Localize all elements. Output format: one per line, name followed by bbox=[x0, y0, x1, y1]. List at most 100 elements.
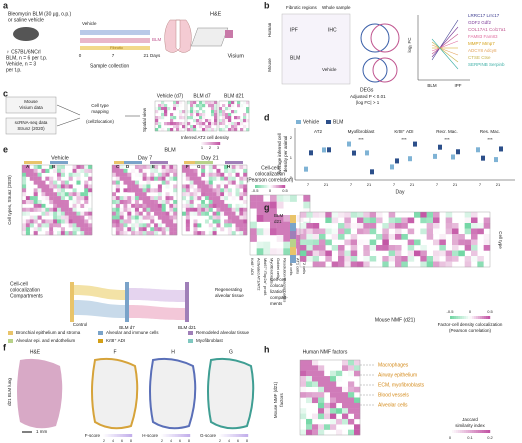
heatmap-cell bbox=[165, 184, 170, 189]
heatmap-cell bbox=[239, 231, 244, 236]
heatmap-cell bbox=[187, 110, 191, 114]
tick-label: 2 bbox=[103, 439, 105, 443]
heatmap-cell bbox=[243, 200, 248, 205]
label: BLM d7 bbox=[193, 93, 210, 99]
heatmap-cell bbox=[119, 231, 124, 236]
heatmap-cell bbox=[303, 195, 311, 202]
label: Krt8⁺ ADI bbox=[250, 258, 255, 275]
heatmap-cell bbox=[165, 211, 170, 216]
heatmap-cell bbox=[123, 203, 128, 208]
heatmap-cell bbox=[420, 217, 427, 224]
heatmap-cell bbox=[433, 256, 440, 262]
colorbar bbox=[472, 430, 475, 433]
heatmap-cell bbox=[197, 207, 202, 212]
heatmap-cell bbox=[161, 107, 165, 111]
colorbar bbox=[203, 142, 205, 145]
heatmap-cell bbox=[22, 223, 27, 228]
label: Cell type bbox=[498, 231, 503, 249]
heatmap-cell bbox=[161, 207, 166, 212]
heatmap-cell bbox=[458, 239, 465, 246]
colorbar bbox=[106, 434, 109, 437]
heatmap-cell bbox=[342, 413, 349, 420]
heatmap-cell bbox=[142, 207, 147, 212]
label: or saline vehicle bbox=[8, 17, 44, 23]
heatmap-cell bbox=[88, 211, 93, 216]
heatmap-cell bbox=[205, 125, 209, 129]
heatmap-cell bbox=[401, 217, 408, 224]
heatmap-cell bbox=[189, 192, 194, 197]
heatmap-cell bbox=[182, 110, 186, 114]
heatmap-cell bbox=[401, 261, 408, 268]
colorbar bbox=[470, 316, 473, 319]
heatmap-cell bbox=[150, 227, 155, 232]
heatmap-cell bbox=[283, 221, 291, 229]
heatmap-cell bbox=[344, 212, 351, 218]
label: Regenerating bbox=[215, 287, 243, 292]
box bbox=[494, 157, 498, 163]
compartment-bar bbox=[290, 247, 296, 255]
heatmap-cell bbox=[246, 101, 250, 105]
heatmap-cell bbox=[231, 168, 236, 173]
heatmap-cell bbox=[119, 176, 124, 181]
heatmap-cell bbox=[220, 176, 225, 181]
heatmap-cell bbox=[115, 219, 120, 224]
label: Strunz (2020) bbox=[17, 126, 45, 131]
heatmap-cell bbox=[64, 207, 69, 212]
heatmap-cell bbox=[382, 223, 389, 229]
heatmap-cell bbox=[161, 113, 165, 117]
heatmap-cell bbox=[154, 227, 159, 232]
label: Spatial view bbox=[142, 107, 147, 132]
heatmap-cell bbox=[348, 392, 355, 398]
colorbar bbox=[108, 434, 110, 437]
heatmap-cell bbox=[420, 250, 427, 257]
heatmap-cell bbox=[164, 107, 168, 111]
heatmap-cell bbox=[173, 172, 178, 177]
heatmap-cell bbox=[231, 176, 236, 181]
heatmap-cell bbox=[189, 176, 194, 181]
heatmap-cell bbox=[161, 219, 166, 224]
heatmap-cell bbox=[222, 122, 226, 126]
label: AT1 cells bbox=[295, 258, 300, 274]
heatmap-cell bbox=[202, 101, 206, 105]
heatmap-cell bbox=[179, 122, 183, 126]
heatmap-cell bbox=[433, 223, 440, 229]
heatmap-cell bbox=[464, 239, 472, 246]
heatmap-cell bbox=[250, 221, 257, 229]
heatmap-cell bbox=[227, 211, 232, 216]
heatmap-cell bbox=[464, 228, 472, 235]
box bbox=[413, 141, 417, 147]
heatmap-cell bbox=[146, 223, 151, 228]
heatmap-cell bbox=[60, 188, 65, 193]
heatmap-cell bbox=[157, 203, 162, 208]
heatmap-cell bbox=[464, 212, 472, 218]
heatmap-cell bbox=[112, 180, 117, 185]
heatmap-cell bbox=[239, 184, 244, 189]
label: IPF bbox=[454, 83, 461, 88]
heatmap-cell bbox=[185, 203, 190, 208]
heatmap-cell bbox=[173, 207, 178, 212]
heatmap-cell bbox=[319, 212, 326, 218]
heatmap-cell bbox=[433, 228, 440, 235]
label: Bleomycin BLM (30 µg, o.p.) bbox=[8, 11, 72, 17]
heatmap-cell bbox=[325, 250, 332, 257]
heatmap-cell bbox=[395, 228, 402, 235]
heatmap-cell bbox=[212, 211, 217, 216]
box bbox=[5, 96, 57, 114]
heatmap-cell bbox=[150, 172, 155, 177]
heatmap-cell bbox=[354, 402, 361, 409]
label: H-score bbox=[142, 433, 158, 438]
colorbar bbox=[239, 434, 241, 437]
heatmap-cell bbox=[68, 176, 73, 181]
heatmap-cell bbox=[276, 221, 284, 229]
heatmap-cell bbox=[76, 172, 81, 177]
heatmap-cell bbox=[306, 381, 313, 387]
label: G-score bbox=[200, 433, 217, 438]
heatmap-cell bbox=[318, 424, 325, 430]
heatmap-cell bbox=[300, 429, 307, 436]
heatmap-cell bbox=[134, 184, 139, 189]
label: Alveolar epi. and endothelium bbox=[16, 338, 76, 343]
heatmap-cell bbox=[187, 122, 191, 126]
heatmap-cell bbox=[324, 424, 331, 430]
heatmap-cell bbox=[336, 376, 343, 382]
heatmap-cell bbox=[312, 365, 319, 371]
